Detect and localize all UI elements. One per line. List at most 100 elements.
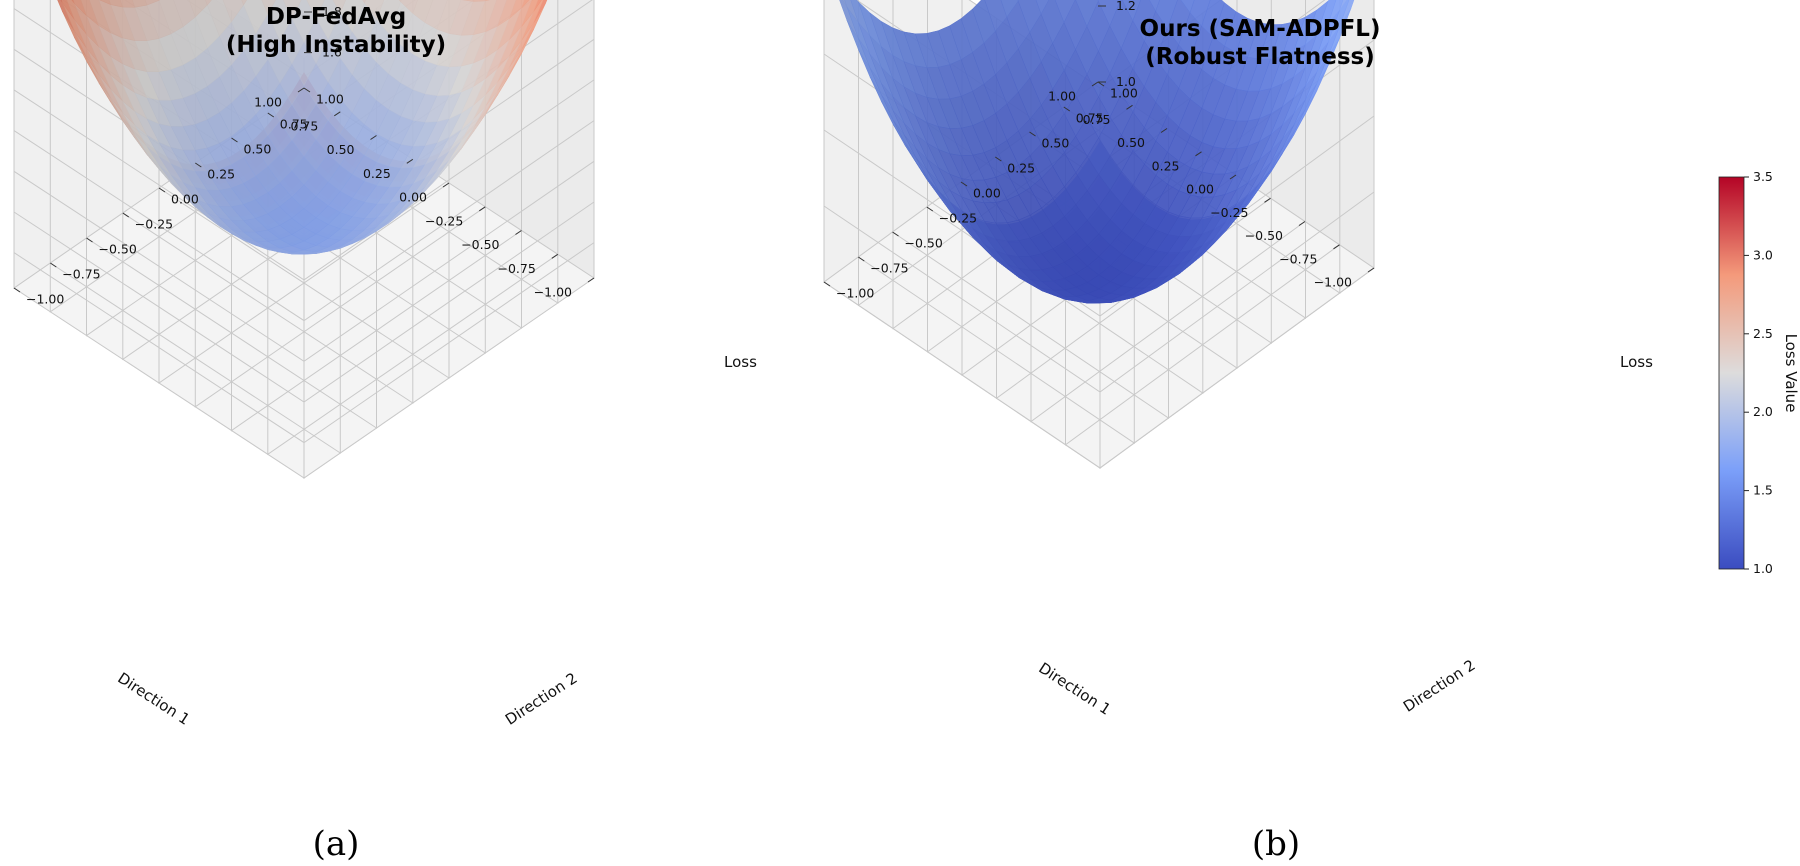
surface-facet [496, 0, 517, 27]
panel-a-loss-surface [57, 0, 548, 255]
panel-a-y-tick-label: 0.75 [280, 116, 308, 131]
panel-b-x-tick-label: 0.50 [1117, 135, 1145, 150]
surface-facet [283, 0, 302, 20]
panel-a-x-tick-label: −0.25 [425, 213, 463, 228]
surface-facet [205, 0, 212, 6]
panel-b-z-tick-label: 1.0 [1116, 74, 1136, 89]
colorbar-tick-label: 3.0 [1753, 247, 1773, 262]
surface-facet [1180, 0, 1195, 14]
surface-facet [1097, 0, 1100, 2]
panel-b-title-line-1: Ours (SAM-ADPFL) [1140, 16, 1381, 42]
colorbar-gradient [1718, 176, 1745, 570]
panel-b-x-tick-label: −0.25 [1210, 205, 1248, 220]
panel-b-y-tick-label: 0.75 [1076, 110, 1104, 125]
surface-facet [521, 0, 530, 9]
panel-b-x-tick-label: 0.75 [1083, 112, 1111, 127]
panel-a-title-line-2: (High Instability) [226, 32, 446, 58]
surface-facet [332, 0, 346, 14]
panel-b-y-tick-label: 0.25 [1007, 160, 1035, 175]
surface-facet [1040, 0, 1065, 44]
surface-facet [1017, 0, 1020, 2]
surface-facet [120, 0, 136, 8]
surface-facet [844, 0, 859, 23]
surface-facet [533, 0, 548, 24]
panel-b-z-axis-label: Loss [1620, 353, 1653, 371]
colorbar-tick-label: 1.0 [1753, 561, 1773, 576]
surface-facet [72, 0, 87, 16]
panel-b-x-tick-label: −0.75 [1279, 251, 1317, 266]
panel-b-x-axis-label: Direction 1 [1035, 659, 1114, 719]
colorbar: 1.0 1.5 2.0 2.5 3.0 3.5 Loss Value [1718, 169, 1800, 576]
panel-a-z-tick-label: 1.6 [322, 45, 342, 60]
surface-facet [1054, 0, 1076, 24]
panel-a-y-tick-label: −1.00 [26, 291, 64, 306]
surface-facet [60, 0, 63, 3]
panel-a-x-tick-label: −0.75 [497, 261, 535, 276]
panel-a-y-tick-label: 1.00 [316, 91, 344, 106]
surface-facet [1000, 0, 1019, 18]
surface-facet [1035, 0, 1050, 15]
surface-facet [306, 0, 325, 19]
panel-a-dp-fedavg: −1.00 −0.75 −0.50 −0.25 0.00 0.25 0.50 0.75 1.00… [13, 0, 757, 864]
panel-b-loss-surface [839, 0, 1355, 304]
surface-facet [158, 0, 184, 35]
panel-b-y-axis-label: Direction 2 [1400, 656, 1479, 716]
panel-a-x-tick-label: −0.50 [461, 237, 499, 252]
surface-facet [984, 0, 1008, 32]
surface-facet [89, 0, 112, 34]
panel-b-tick-labels: −1.00−0.75−0.50−0.250.000.250.500.751.00… [823, 0, 1375, 300]
colorbar-tick-label: 2.5 [1753, 326, 1773, 341]
surface-facet [412, 0, 434, 23]
surface-facet [436, 0, 462, 34]
surface-facet [1132, 0, 1156, 42]
surface-facet [207, 0, 232, 37]
panel-b-y-tick-label: −0.50 [905, 235, 943, 250]
panel-b-y-tick-label: 1.00 [1110, 85, 1138, 100]
surface-facet [1155, 0, 1178, 30]
surface-facet [315, 0, 341, 41]
surface-facet [521, 0, 539, 27]
surface-facet [261, 0, 276, 15]
surface-facet [61, 0, 75, 20]
surface-facet [364, 0, 385, 20]
panel-b-y-tick-label: 0.00 [973, 185, 1001, 200]
surface-facet [842, 0, 848, 7]
panel-a-x-axis-label: Direction 1 [114, 669, 193, 729]
panel-a-y-axis-label: Direction 2 [502, 669, 581, 729]
panel-a-z-tick-label: 1.8 [322, 4, 342, 19]
panel-a-z-axis-label: Loss [724, 353, 757, 371]
surface-facet [462, 0, 474, 2]
surface-facet [400, 0, 418, 14]
surface-facet [132, 0, 148, 8]
panel-a-y-tick-label: 0.00 [171, 191, 199, 206]
panel-b-sam-adpfl: −1.00−0.75−0.50−0.250.000.250.500.751.00… [823, 0, 1653, 864]
surface-facet [362, 0, 366, 4]
panel-b-x-tick-label: 0.25 [1152, 158, 1180, 173]
surface-facet [241, 0, 247, 6]
panel-b-y-tick-label: −0.75 [870, 260, 908, 275]
surface-facet [1017, 0, 1042, 34]
surface-facet [398, 0, 402, 3]
surface-facet [108, 0, 124, 8]
surface-facet [448, 0, 474, 36]
panel-a-subfigure-label: (a) [313, 824, 360, 864]
colorbar-tick-label: 1.5 [1753, 483, 1773, 498]
surface-facet [1339, 0, 1355, 27]
panel-b-x-tick-label: 0.00 [1186, 182, 1214, 197]
colorbar-tick-label: 2.0 [1753, 404, 1773, 419]
surface-facet [484, 0, 507, 33]
panel-a-x-tick-label: 0.75 [290, 118, 318, 133]
surface-facet [508, 0, 525, 20]
surface-facet [1189, 0, 1211, 27]
panel-b-x-tick-label: 1.00 [1048, 89, 1076, 104]
colorbar-ticks: 1.0 1.5 2.0 2.5 3.0 3.5 [1744, 169, 1773, 576]
panel-b-title-line-2: (Robust Flatness) [1145, 44, 1375, 70]
panel-a-y-tick-label: 0.50 [244, 141, 272, 156]
surface-facet [144, 0, 160, 6]
panel-b-x-tick-label: −1.00 [1314, 275, 1352, 290]
colorbar-label: Loss Value [1782, 334, 1800, 413]
surface-facet [267, 0, 293, 41]
panel-b-y-tick-label: 0.50 [1042, 135, 1070, 150]
panel-a-tick-labels: −1.00 −0.75 −0.50 −0.25 0.00 0.25 0.50 0.75 1.00… [13, 4, 595, 306]
surface-facet [243, 0, 269, 35]
